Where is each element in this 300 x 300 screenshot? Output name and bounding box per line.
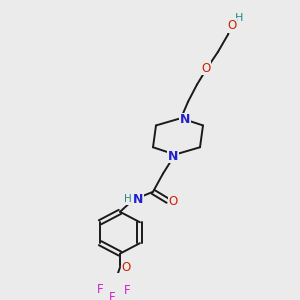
Text: N: N [180,113,190,127]
Text: O: O [122,261,130,274]
Text: O: O [227,19,237,32]
Text: N: N [168,150,178,163]
Text: F: F [124,284,130,297]
Text: O: O [201,62,211,75]
Text: H: H [124,194,132,204]
Text: N: N [133,193,143,206]
Text: F: F [97,283,103,296]
Text: F: F [109,291,115,300]
Text: H: H [235,13,243,23]
Text: O: O [168,195,178,208]
